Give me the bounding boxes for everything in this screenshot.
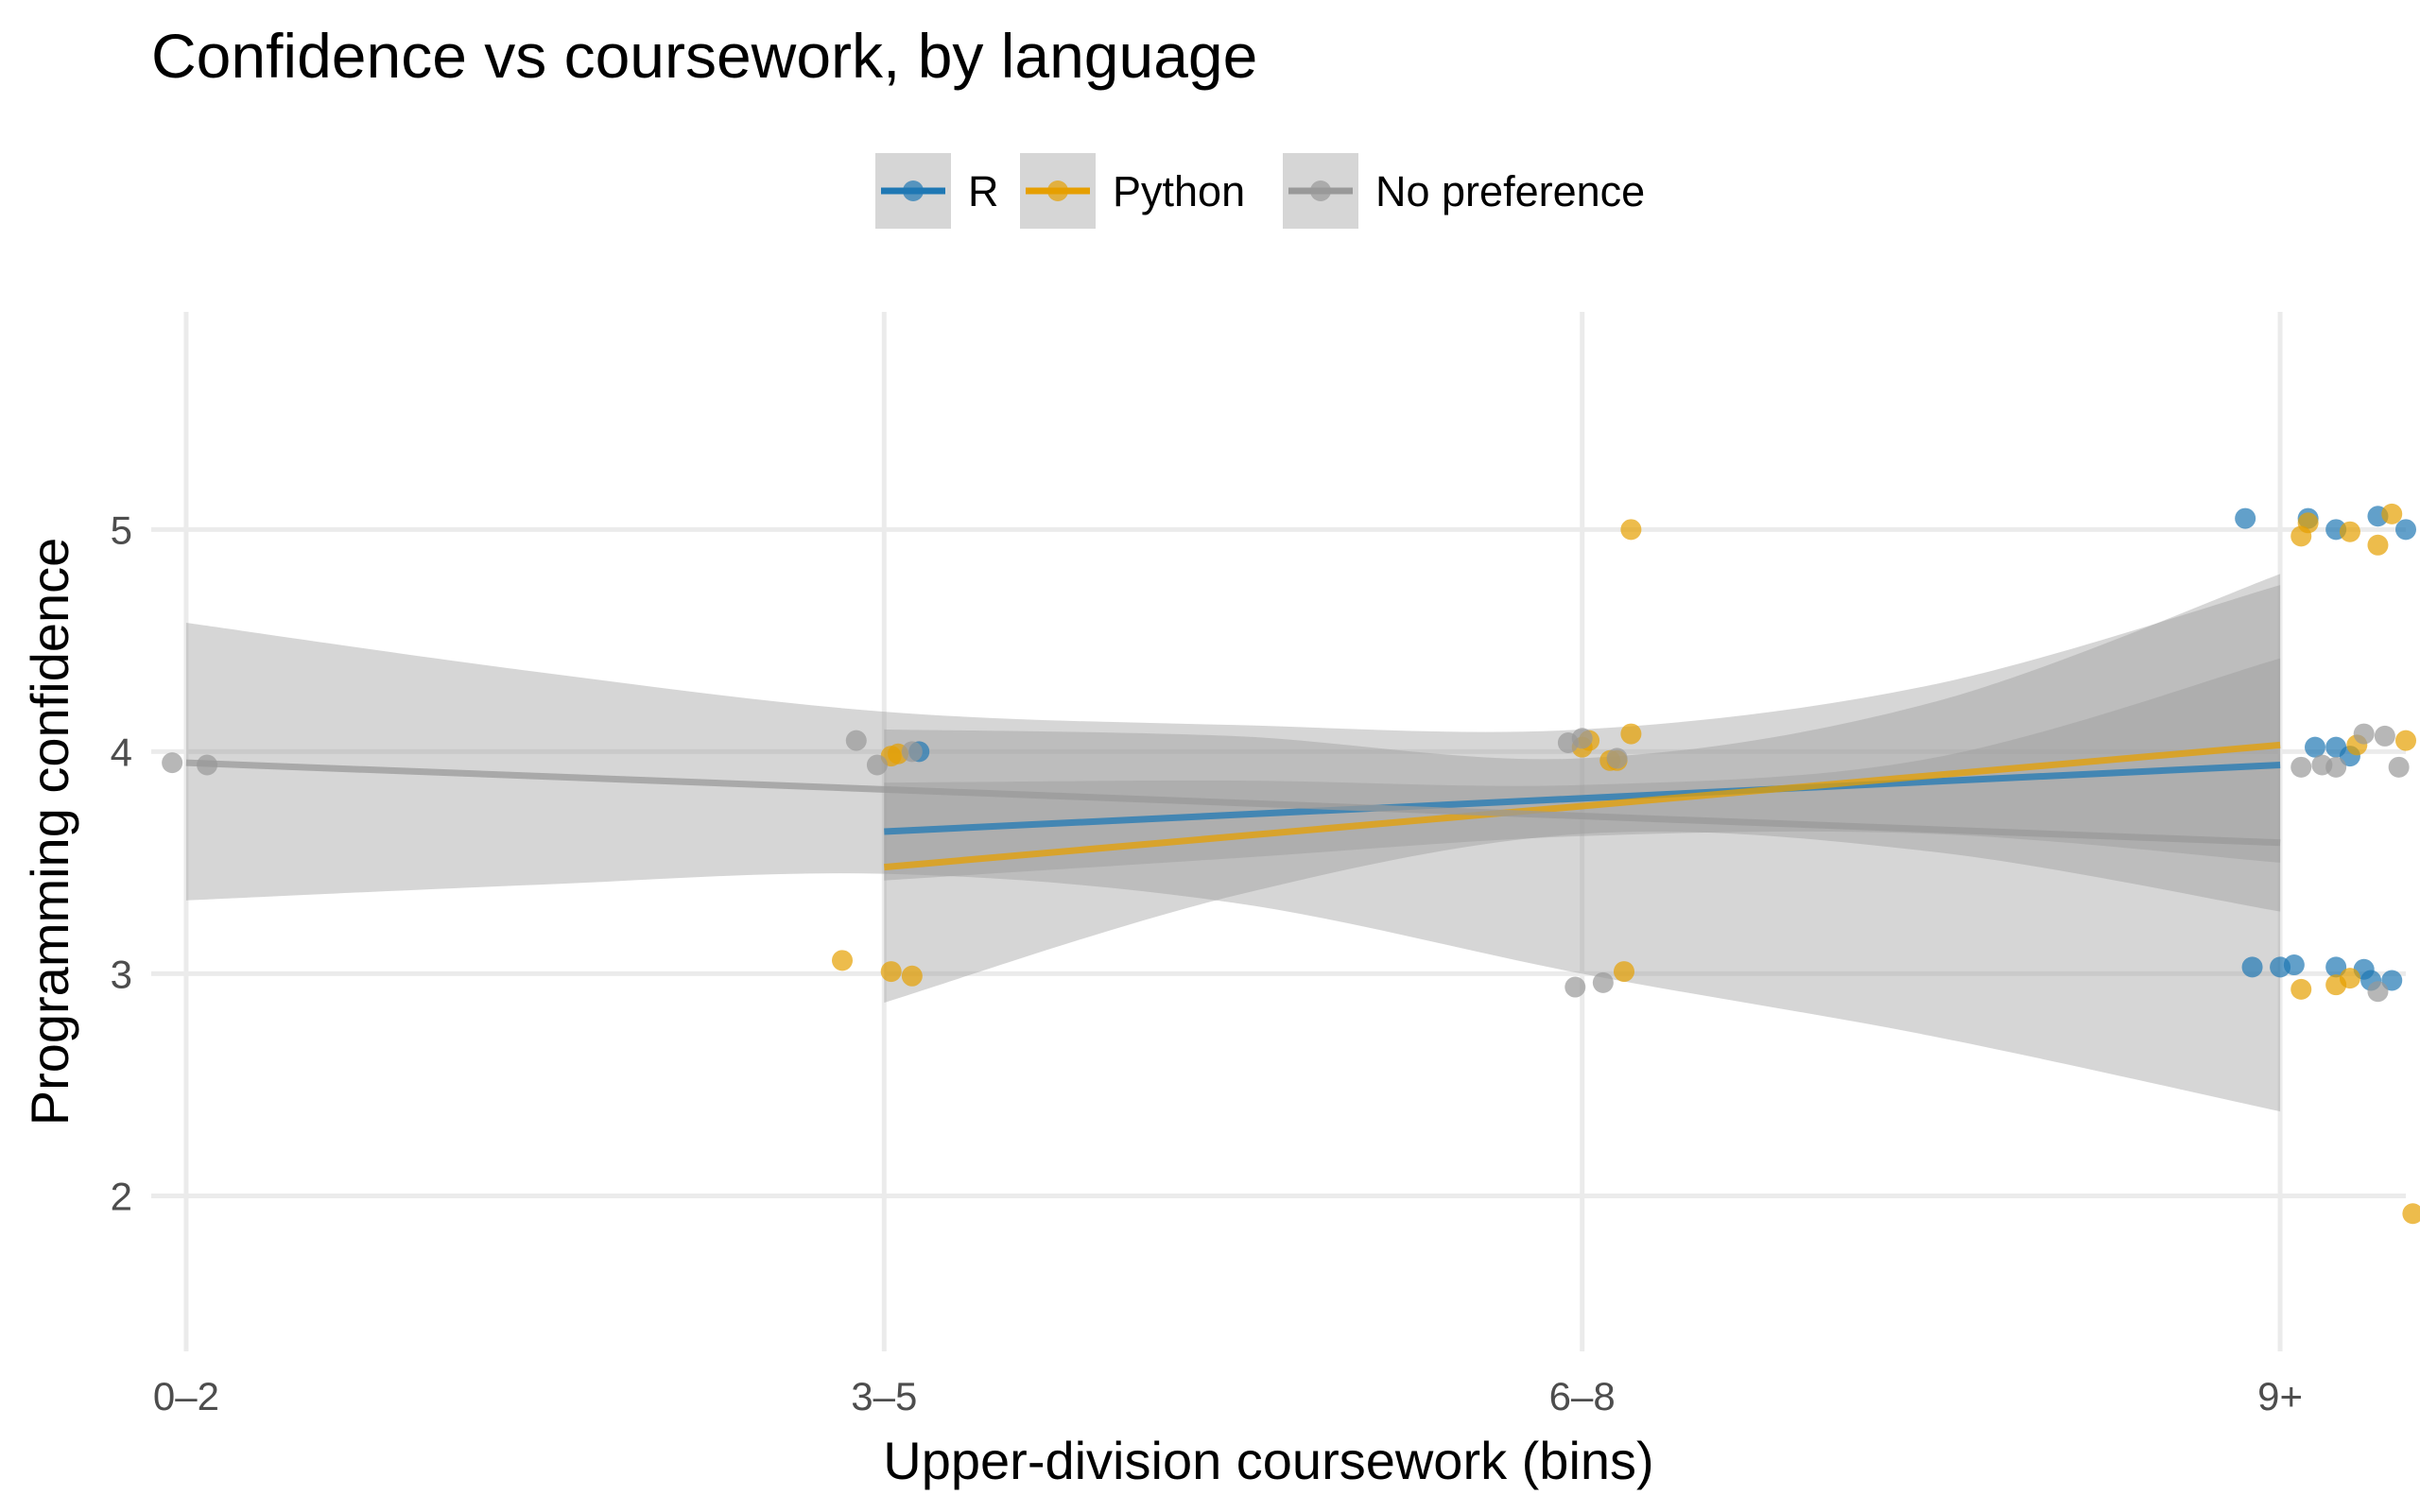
data-point-r [2395, 519, 2416, 541]
data-point-r [2325, 956, 2347, 978]
data-point-no-preference [2290, 756, 2312, 778]
trend-lines [185, 741, 2281, 871]
y-axis-ticks: 2 3 4 5 [111, 507, 132, 1218]
data-point-r [2305, 736, 2326, 758]
legend: R Python No preference [875, 153, 1645, 229]
x-axis-ticks: 0–2 3–5 6–8 9+ [153, 1374, 2303, 1418]
legend-key-point [1047, 180, 1068, 201]
data-point-python [2395, 730, 2416, 751]
y-tick-label: 5 [111, 507, 132, 552]
trend-line-python [884, 741, 2281, 871]
data-point-no-preference [2325, 756, 2347, 778]
trend-line-no-preference [185, 759, 2281, 847]
trend-line-r [884, 761, 2281, 835]
legend-item-r: R [875, 153, 999, 229]
x-tick-label: 0–2 [153, 1374, 219, 1418]
data-point-no-preference [2353, 723, 2375, 745]
data-point-python [832, 950, 854, 971]
data-point-no-preference [2388, 756, 2410, 778]
x-tick-label: 3–5 [851, 1374, 917, 1418]
data-point-r [2235, 507, 2256, 529]
data-point-no-preference [1571, 728, 1593, 749]
data-point-no-preference [901, 741, 923, 763]
ci-band-no-preference [185, 585, 2281, 1112]
data-point-r [2241, 956, 2263, 978]
data-point-python [2339, 968, 2360, 989]
data-point-python [2290, 978, 2312, 1000]
data-point-no-preference [866, 754, 888, 776]
data-point-no-preference [845, 730, 867, 751]
data-point-no-preference [1564, 976, 1586, 998]
data-point-no-preference [2374, 725, 2395, 747]
legend-label: Python [1113, 167, 1245, 215]
data-point-python [2381, 503, 2403, 524]
data-point-r [2283, 954, 2305, 976]
ci-band-r [884, 658, 2281, 881]
data-point-python [2290, 525, 2312, 547]
data-point-python [1620, 519, 1642, 541]
chart-title: Confidence vs coursework, by language [151, 21, 1257, 91]
data-point-no-preference [197, 754, 218, 776]
x-tick-label: 6–8 [1549, 1374, 1616, 1418]
x-axis-title: Upper-division coursework (bins) [883, 1431, 1653, 1490]
data-point-python [880, 961, 902, 983]
data-point-no-preference [1606, 747, 1628, 769]
data-point-no-preference [162, 752, 183, 774]
x-tick-label: 9+ [2257, 1374, 2303, 1418]
ci-band-python [884, 574, 2281, 1003]
legend-key-point [903, 180, 924, 201]
y-axis-title: Programming confidence [20, 538, 79, 1126]
data-point-python [1614, 961, 1635, 983]
data-point-python [901, 965, 923, 987]
y-tick-label: 4 [111, 730, 132, 774]
data-point-python [2339, 521, 2360, 542]
y-tick-label: 3 [111, 952, 132, 996]
data-point-python [2367, 534, 2389, 556]
data-point-python [1620, 723, 1642, 745]
legend-label: R [968, 167, 999, 215]
data-point-no-preference [1592, 971, 1614, 993]
confidence-bands [185, 574, 2281, 1112]
legend-item-python: Python [1020, 153, 1245, 229]
legend-item-no-preference: No preference [1283, 153, 1645, 229]
data-points [162, 503, 2420, 1225]
data-point-r [2381, 970, 2403, 991]
legend-key-point [1310, 180, 1331, 201]
y-tick-label: 2 [111, 1174, 132, 1218]
data-point-no-preference [2367, 981, 2389, 1003]
legend-label: No preference [1375, 167, 1645, 215]
data-point-python [2402, 1203, 2420, 1225]
